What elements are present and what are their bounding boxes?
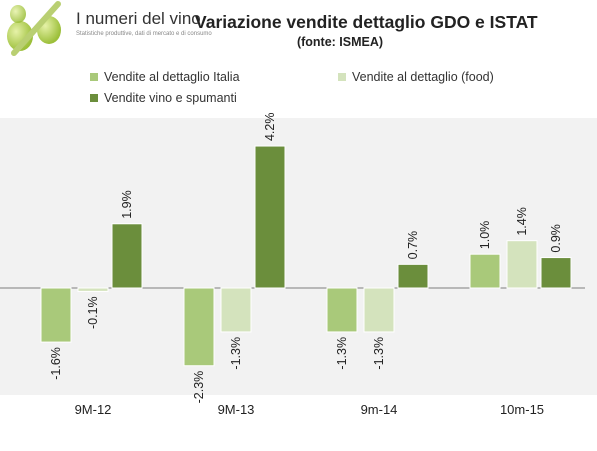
data-label-9m-14-series-1: -1.3% [372, 337, 386, 370]
data-label-10m-15-series-2: 0.9% [549, 224, 563, 253]
data-label-9M-13-series-2: 4.2% [263, 113, 277, 142]
data-label-9M-13-series-0: -2.3% [192, 371, 206, 404]
legend-item-vino: Vendite vino e spumanti [90, 91, 237, 105]
bar-9m-14-series-2 [397, 263, 429, 289]
data-label-9M-12-series-0: -1.6% [49, 347, 63, 380]
data-label-9M-12-series-1: -0.1% [86, 296, 100, 329]
x-tick-label-9M-12: 9M-12 [75, 402, 112, 417]
bar-9M-12-series-1 [77, 287, 109, 292]
chart-subtitle: (fonte: ISMEA) [296, 35, 384, 49]
logo: I numeri del vino Statistiche produttive… [0, 0, 212, 56]
bar-9M-12-series-2 [111, 223, 143, 289]
data-label-10m-15-series-1: 1.4% [515, 207, 529, 236]
legend-label-vino: Vendite vino e spumanti [104, 91, 237, 105]
legend-label-food: Vendite al dettaglio (food) [352, 70, 494, 84]
bar-9m-14-series-1 [363, 287, 395, 333]
legend-item-food: Vendite al dettaglio (food) [338, 70, 494, 84]
logo-title: I numeri del vino [76, 9, 201, 28]
bar-10m-15-series-0 [469, 253, 501, 289]
bar-9M-13-series-0 [183, 287, 215, 367]
data-label-9m-14-series-0: -1.3% [335, 337, 349, 370]
bar-9M-12-series-0 [40, 287, 72, 343]
x-tick-label-10m-15: 10m-15 [500, 402, 544, 417]
legend-label-italia: Vendite al dettaglio Italia [104, 70, 240, 84]
legend-item-italia: Vendite al dettaglio Italia [90, 70, 240, 84]
bar-10m-15-series-2 [540, 257, 572, 289]
data-label-9M-13-series-1: -1.3% [229, 337, 243, 370]
bar-9M-13-series-2 [254, 145, 286, 289]
x-tick-label-9m-14: 9m-14 [361, 402, 398, 417]
data-label-9M-12-series-2: 1.9% [120, 190, 134, 219]
bar-9M-13-series-1 [220, 287, 252, 333]
percent-grapes-logo-icon [7, 1, 61, 56]
x-tick-label-9M-13: 9M-13 [218, 402, 255, 417]
bar-9m-14-series-0 [326, 287, 358, 333]
bar-10m-15-series-1 [506, 240, 538, 289]
chart-title: Variazione vendite dettaglio GDO e ISTAT [195, 12, 538, 32]
data-label-10m-15-series-0: 1.0% [478, 221, 492, 250]
legend-swatch-vino [90, 94, 98, 102]
data-label-9m-14-series-2: 0.7% [406, 231, 420, 260]
legend-swatch-italia [90, 73, 98, 81]
logo-subtitle: Statistiche produttive, dati di mercato … [76, 31, 212, 37]
legend-swatch-food [338, 73, 346, 81]
